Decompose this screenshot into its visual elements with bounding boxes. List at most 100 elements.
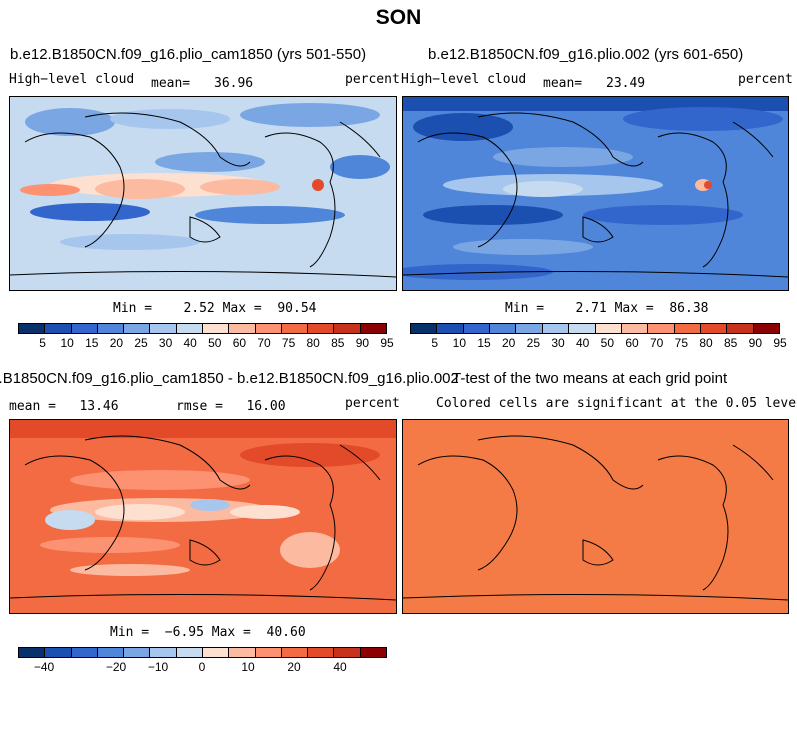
colorbar-tick-label: 75 bbox=[281, 336, 296, 350]
colorbar-swatch bbox=[621, 324, 649, 333]
panel1-map bbox=[9, 96, 397, 291]
colorbar-tick-label: 10 bbox=[60, 336, 74, 350]
panel2-title: b.e12.B1850CN.f09_g16.plio.002 (yrs 601-… bbox=[428, 46, 744, 63]
colorbar-tick-label: 70 bbox=[257, 336, 271, 350]
colorbar-swatch bbox=[124, 648, 151, 657]
panel3-map bbox=[9, 419, 397, 614]
panel2-map bbox=[402, 96, 789, 291]
panel3-title: b.e12.B1850CN.f09_g16.plio_cam1850 - b.e… bbox=[0, 370, 459, 387]
colorbar-swatch bbox=[360, 324, 386, 333]
colorbar-tick-label: 95 bbox=[773, 336, 787, 350]
colorbar-swatch bbox=[281, 324, 309, 333]
colorbar-swatch bbox=[648, 324, 675, 333]
panel4-title: T-test of the two means at each grid poi… bbox=[452, 370, 728, 387]
colorbar-swatch bbox=[490, 324, 517, 333]
colorbar-tick-label: 60 bbox=[232, 336, 247, 350]
panel3-stats: Min = −6.95 Max = 40.60 bbox=[110, 625, 306, 640]
colorbar-swatch bbox=[71, 324, 98, 333]
panel2-colorbar-labels: 5 10 15 20 25 30 40 50 60 70 75 80 85 90 95 bbox=[410, 336, 786, 352]
panel2-units: percent bbox=[738, 72, 793, 87]
panel2-variable: High−level cloud bbox=[401, 72, 527, 87]
colorbar-swatch bbox=[150, 324, 177, 333]
diff-tick-label: −10 bbox=[147, 660, 169, 674]
colorbar-tick-label: 15 bbox=[85, 336, 99, 350]
page-title: SON bbox=[375, 6, 422, 29]
colorbar-swatch bbox=[19, 648, 46, 657]
colorbar-swatch bbox=[308, 324, 335, 333]
colorbar-tick-label: 40 bbox=[575, 336, 590, 350]
colorbar-swatch bbox=[150, 648, 177, 657]
difference-field-shading bbox=[10, 420, 396, 576]
colorbar-tick-label: 70 bbox=[649, 336, 664, 350]
colorbar-tick-label: 80 bbox=[306, 336, 320, 350]
panel4-map bbox=[402, 419, 789, 614]
diff-tick-label: 10 bbox=[241, 660, 255, 674]
colorbar-swatch bbox=[700, 324, 728, 333]
diff-tick-label: 20 bbox=[287, 660, 301, 674]
colorbar-swatch bbox=[45, 648, 72, 657]
colorbar-tick-label: 20 bbox=[501, 336, 516, 350]
colorbar-swatch bbox=[229, 648, 256, 657]
colorbar-tick-label: 30 bbox=[551, 336, 565, 350]
colorbar-swatch bbox=[334, 648, 361, 657]
colorbar-swatch bbox=[463, 324, 491, 333]
colorbar-swatch bbox=[753, 324, 780, 333]
colorbar-swatch bbox=[176, 648, 203, 657]
panel2-stats: Min = 2.71 Max = 86.38 bbox=[505, 301, 709, 316]
panel3-units: percent bbox=[345, 396, 400, 411]
panel4-subtitle: Colored cells are significant at the 0.0… bbox=[436, 396, 797, 411]
coastlines bbox=[403, 435, 788, 601]
colorbar-swatch bbox=[542, 324, 570, 333]
colorbar-tick-label: 95 bbox=[380, 336, 394, 350]
colorbar-swatch bbox=[516, 324, 543, 333]
colorbar-swatch bbox=[411, 324, 438, 333]
panel1-colorbar bbox=[18, 323, 387, 334]
colorbar-tick-label: 25 bbox=[134, 336, 148, 350]
colorbar-swatch bbox=[437, 324, 464, 333]
colorbar-swatch bbox=[595, 324, 622, 333]
diff-tick-label: −40 bbox=[33, 660, 55, 674]
coastlines bbox=[10, 435, 396, 601]
panel2-mean-label: mean= bbox=[543, 76, 583, 91]
colorbar-tick-label: 5 bbox=[431, 336, 438, 350]
panel2-colorbar bbox=[410, 323, 780, 334]
colorbar-tick-label: 90 bbox=[355, 336, 370, 350]
panel3-rmse: rmse = 16.00 bbox=[176, 399, 286, 414]
colorbar-tick-label: 10 bbox=[452, 336, 467, 350]
panel2-mean-value: 23.49 bbox=[606, 76, 646, 91]
colorbar-swatch bbox=[202, 648, 230, 657]
panel1-variable: High−level cloud bbox=[9, 72, 135, 87]
panel1-stats: Min = 2.52 Max = 90.54 bbox=[113, 301, 317, 316]
colorbar-swatch bbox=[202, 324, 230, 333]
panel1-mean-label: mean= bbox=[151, 76, 191, 91]
colorbar-swatch bbox=[45, 324, 72, 333]
colorbar-swatch bbox=[124, 324, 151, 333]
panel3-colorbar bbox=[18, 647, 387, 658]
colorbar-swatch bbox=[229, 324, 256, 333]
colorbar-tick-label: 85 bbox=[723, 336, 738, 350]
colorbar-tick-label: 40 bbox=[183, 336, 197, 350]
panel1-mean-value: 36.96 bbox=[214, 76, 254, 91]
colorbar-swatch bbox=[97, 324, 125, 333]
colorbar-swatch bbox=[255, 324, 282, 333]
colorbar-tick-label: 80 bbox=[699, 336, 713, 350]
colorbar-tick-label: 50 bbox=[208, 336, 222, 350]
panel3-mean: mean = 13.46 bbox=[9, 399, 119, 414]
colorbar-tick-label: 90 bbox=[748, 336, 763, 350]
coastlines bbox=[403, 112, 788, 278]
colorbar-swatch bbox=[360, 648, 386, 657]
colorbar-swatch bbox=[176, 324, 203, 333]
diff-tick-label: 40 bbox=[333, 660, 347, 674]
diff-tick-label: −20 bbox=[105, 660, 127, 674]
colorbar-swatch bbox=[281, 648, 309, 657]
panel1-units: percent bbox=[345, 72, 400, 87]
diff-tick-label: 0 bbox=[198, 660, 206, 674]
colorbar-tick-label: 75 bbox=[674, 336, 689, 350]
colorbar-tick-label: 20 bbox=[109, 336, 124, 350]
colorbar-swatch bbox=[569, 324, 596, 333]
panel3-colorbar-labels: −40 −20 −10 0 10 20 40 bbox=[18, 660, 387, 676]
coastlines bbox=[10, 112, 396, 278]
colorbar-tick-label: 5 bbox=[39, 336, 46, 350]
colorbar-tick-label: 15 bbox=[477, 336, 491, 350]
colorbar-swatch bbox=[97, 648, 125, 657]
